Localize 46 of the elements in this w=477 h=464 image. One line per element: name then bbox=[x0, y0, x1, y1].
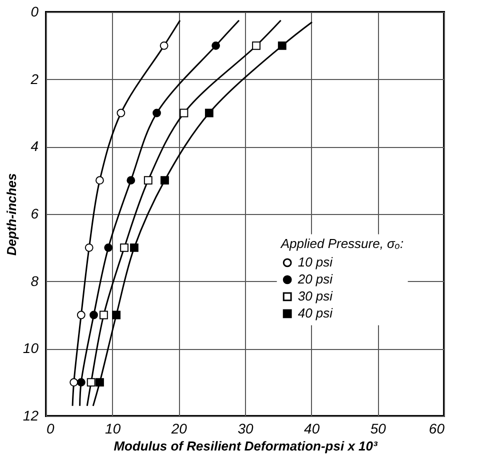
x-tick-label: 50 bbox=[370, 420, 386, 436]
point bbox=[84, 243, 94, 252]
point bbox=[104, 243, 113, 252]
y-tick-label: 0 bbox=[30, 4, 39, 20]
y-tick-label: 12 bbox=[22, 408, 39, 424]
x-tick-label: 20 bbox=[170, 420, 188, 436]
point bbox=[180, 108, 188, 118]
point bbox=[96, 378, 104, 387]
x-tick-label: 0 bbox=[46, 420, 54, 436]
y-tick-label: 2 bbox=[30, 70, 39, 87]
x-tick-label: 10 bbox=[105, 420, 121, 436]
point bbox=[160, 176, 169, 185]
point bbox=[90, 310, 98, 320]
y-tick-label: 8 bbox=[30, 272, 39, 289]
point bbox=[212, 41, 220, 50]
x-tick-label: 60 bbox=[428, 420, 445, 436]
y-tick-label: 10 bbox=[22, 340, 39, 356]
x-tick-label: 40 bbox=[304, 420, 320, 436]
y-axis-title: Depth-inches bbox=[4, 173, 19, 256]
point bbox=[70, 378, 78, 387]
point bbox=[204, 108, 214, 118]
line-series bbox=[86, 20, 282, 407]
point bbox=[76, 378, 86, 387]
y-tick-label: 6 bbox=[30, 206, 39, 222]
point bbox=[160, 41, 168, 50]
point bbox=[100, 310, 108, 320]
point bbox=[86, 378, 96, 387]
point bbox=[152, 108, 161, 118]
point bbox=[252, 41, 260, 50]
point bbox=[126, 176, 136, 185]
x-tick-label: 30 bbox=[238, 420, 254, 436]
point bbox=[130, 243, 138, 252]
point bbox=[76, 310, 86, 320]
point bbox=[96, 176, 104, 185]
legend-label: 40 psi bbox=[298, 306, 334, 321]
legend-title: Applied Pressure, σₒ: bbox=[280, 236, 404, 252]
legend-label: 30 psi bbox=[298, 288, 334, 304]
point bbox=[120, 243, 128, 252]
y-tick-label: 4 bbox=[30, 138, 39, 154]
legend-label: 10 psi bbox=[298, 254, 334, 270]
point bbox=[116, 108, 126, 118]
point bbox=[278, 41, 286, 50]
legend-label: 20 psi bbox=[296, 272, 334, 287]
x-axis-title: Modulus of Resilient Deformation-psi x 10³ bbox=[114, 438, 378, 454]
point bbox=[112, 310, 121, 320]
point bbox=[144, 176, 152, 185]
